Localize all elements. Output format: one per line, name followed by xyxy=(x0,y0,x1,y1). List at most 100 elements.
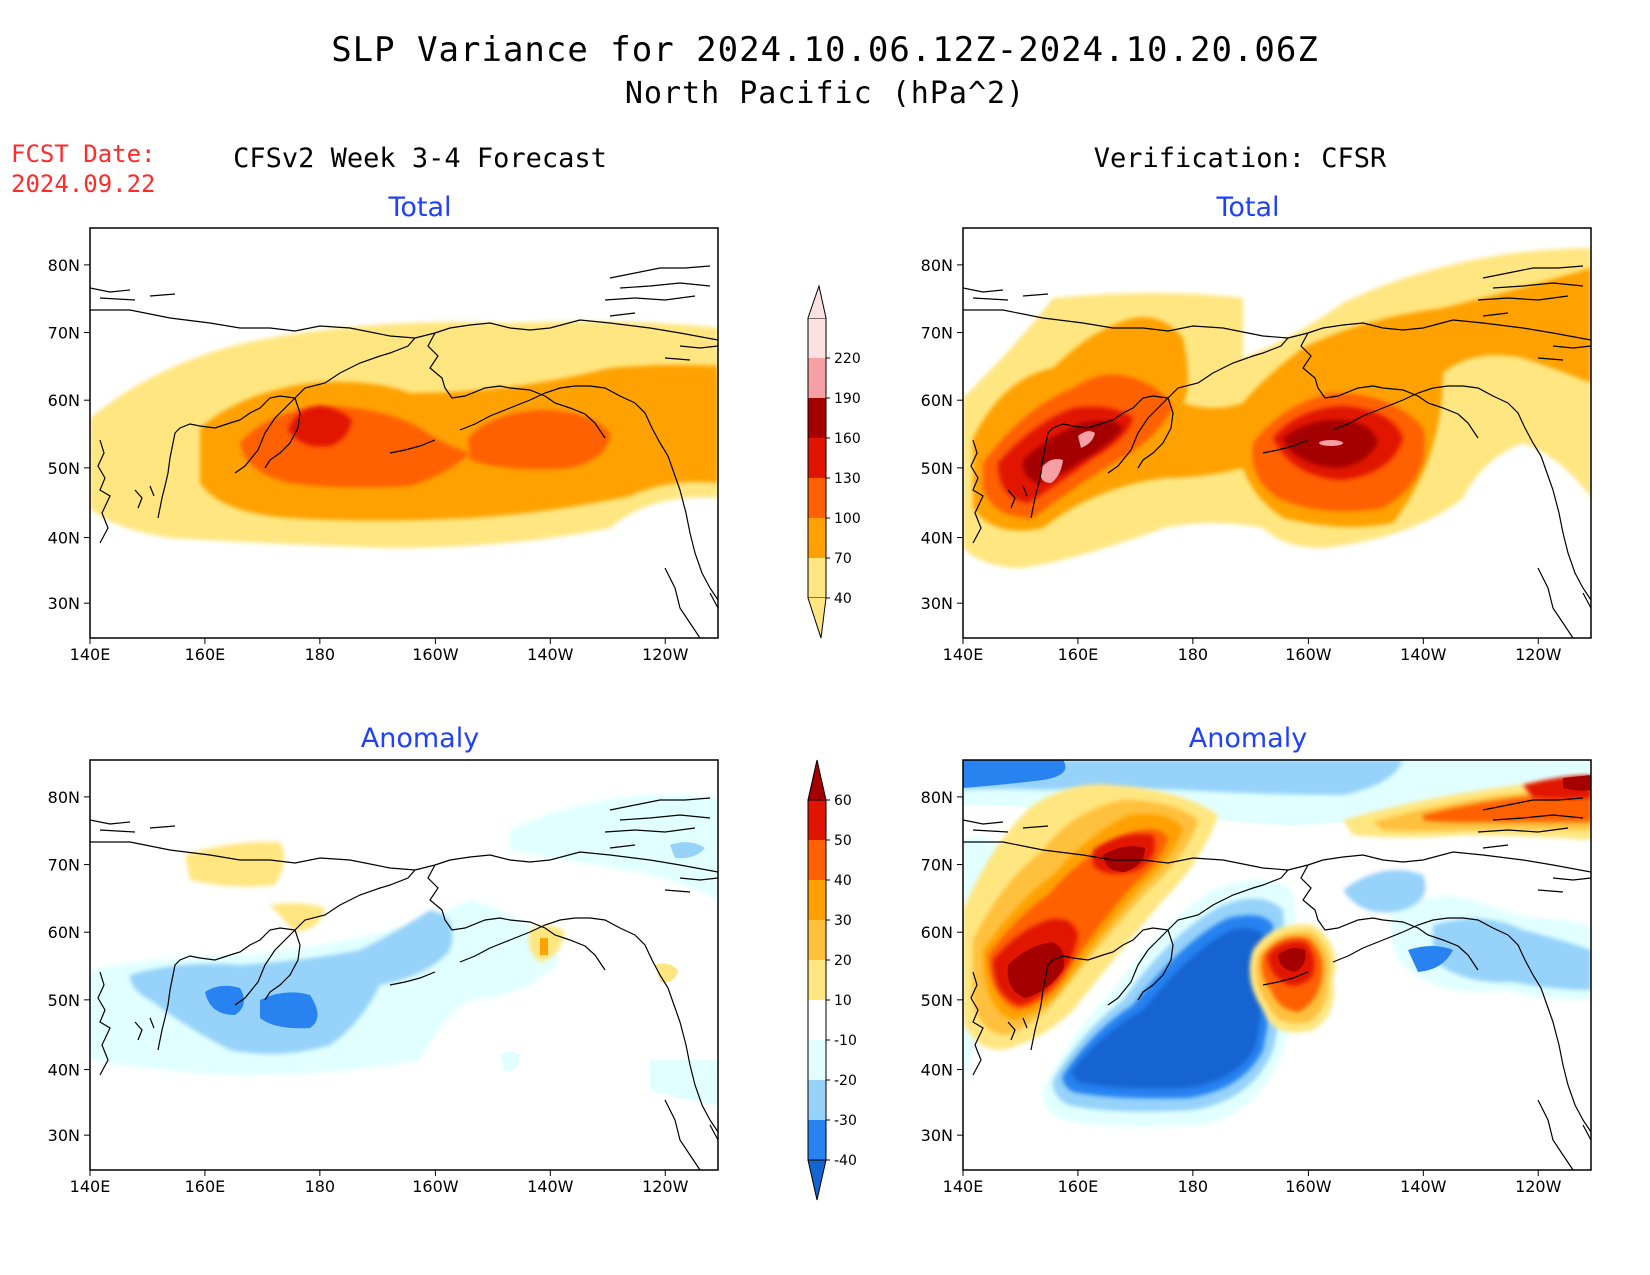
lon-label: 160E xyxy=(185,1177,226,1196)
colorbar-swatch xyxy=(808,478,826,518)
lon-label: 140E xyxy=(943,645,984,664)
colorbar-label: -20 xyxy=(834,1073,857,1089)
colorbar-label: -30 xyxy=(834,1113,857,1129)
lon-label: 140W xyxy=(1400,1177,1447,1196)
lat-label: 70N xyxy=(48,856,80,875)
colorbar-swatch xyxy=(808,1080,826,1120)
verification-anomaly-field xyxy=(963,760,1591,1170)
lon-label: 140E xyxy=(943,1177,984,1196)
colorbar-label: 160 xyxy=(834,431,861,447)
verification-total-title: Total xyxy=(1216,192,1280,223)
forecast-total-title: Total xyxy=(388,192,452,223)
colorbar-label: 40 xyxy=(834,591,852,607)
lon-label: 180 xyxy=(305,1177,336,1196)
lon-label: 180 xyxy=(1178,1177,1209,1196)
colorbar-swatch xyxy=(808,800,826,840)
lat-label: 70N xyxy=(921,856,953,875)
lon-label: 180 xyxy=(305,645,336,664)
lat-label: 80N xyxy=(48,788,80,807)
lon-label: 160E xyxy=(185,645,226,664)
colorbar-swatch xyxy=(808,960,826,1000)
colorbar-label: 50 xyxy=(834,833,852,849)
lon-label: 160W xyxy=(1285,1177,1332,1196)
colorbar-bottom-arrow xyxy=(807,597,827,639)
frame xyxy=(89,759,719,1171)
colorbar-top-arrow xyxy=(807,284,827,319)
lon-label: 160E xyxy=(1058,1177,1099,1196)
lon-label: 140E xyxy=(70,1177,111,1196)
lat-label: 50N xyxy=(48,459,80,478)
colorbar-swatch xyxy=(808,398,826,438)
verification-anomaly-map xyxy=(962,759,1592,1171)
colorbar-label: 220 xyxy=(834,351,861,367)
lon-label: 160W xyxy=(412,1177,459,1196)
lat-label: 60N xyxy=(921,391,953,410)
colorbar-swatch xyxy=(808,438,826,478)
fcst-date-value: 2024.09.22 xyxy=(11,170,156,198)
lon-label: 140W xyxy=(1400,645,1447,664)
lon-label: 140W xyxy=(527,1177,574,1196)
colorbar-label: 130 xyxy=(834,471,861,487)
verification-total-map xyxy=(962,227,1592,639)
lat-label: 40N xyxy=(48,529,80,548)
lat-label: 70N xyxy=(48,324,80,343)
colorbar-bottom-arrow xyxy=(807,1159,827,1201)
lat-label: 40N xyxy=(48,1061,80,1080)
colorbar-label: -40 xyxy=(834,1153,857,1169)
lon-label: 140W xyxy=(527,645,574,664)
lat-label: 30N xyxy=(48,594,80,613)
total-colorbar: 40 70 100 130 160 190 220 xyxy=(807,284,861,639)
colorbar-label: 10 xyxy=(834,993,852,1009)
lat-label: 60N xyxy=(921,923,953,942)
colorbar-swatch xyxy=(808,880,826,920)
verification-total-field xyxy=(963,228,1591,638)
verification-anomaly-title: Anomaly xyxy=(1188,723,1308,754)
lon-label: 160E xyxy=(1058,645,1099,664)
colorbar-swatch xyxy=(808,558,826,598)
lat-label: 60N xyxy=(48,923,80,942)
lat-label: 50N xyxy=(921,459,953,478)
colorbar-label: 20 xyxy=(834,953,852,969)
colorbar-swatch xyxy=(808,1120,826,1160)
frame xyxy=(962,759,1592,1171)
colorbar-swatch xyxy=(808,840,826,880)
lat-label: 50N xyxy=(48,991,80,1010)
fcst-date-label: FCST Date: xyxy=(11,140,156,168)
lon-label: 120W xyxy=(1515,1177,1562,1196)
sub-title: North Pacific (hPa^2) xyxy=(624,76,1026,111)
colorbar-swatch xyxy=(808,518,826,558)
frame xyxy=(962,227,1592,639)
colorbar-swatch xyxy=(808,318,826,358)
colorbar-label: 70 xyxy=(834,551,852,567)
lon-label: 120W xyxy=(642,1177,689,1196)
colorbar-swatch xyxy=(808,1040,826,1080)
lat-label: 80N xyxy=(921,788,953,807)
colorbar-swatch xyxy=(808,1000,826,1040)
colorbar-swatch xyxy=(808,920,826,960)
lat-label: 30N xyxy=(921,594,953,613)
frame xyxy=(89,227,719,639)
lat-label: 70N xyxy=(921,324,953,343)
forecast-total-map xyxy=(89,227,719,639)
colorbar-label: 30 xyxy=(834,913,852,929)
lon-label: 160W xyxy=(1285,645,1332,664)
lon-label: 160W xyxy=(412,645,459,664)
verification-column-title: Verification: CFSR xyxy=(1093,143,1387,174)
colorbar-label: 190 xyxy=(834,391,861,407)
forecast-anomaly-field xyxy=(90,760,718,1170)
lat-label: 50N xyxy=(921,991,953,1010)
lon-label: 120W xyxy=(1515,645,1562,664)
forecast-anomaly-title: Anomaly xyxy=(360,723,480,754)
lat-label: 80N xyxy=(48,256,80,275)
lon-label: 120W xyxy=(642,645,689,664)
lat-label: 40N xyxy=(921,529,953,548)
forecast-total-field xyxy=(90,228,718,638)
anomaly-colorbar: -40 -30 -20 -10 10 20 30 40 50 60 xyxy=(807,759,857,1201)
colorbar-label: 40 xyxy=(834,873,852,889)
lon-label: 140E xyxy=(70,645,111,664)
colorbar-label: 60 xyxy=(834,793,852,809)
lat-label: 40N xyxy=(921,1061,953,1080)
colorbar-swatch xyxy=(808,358,826,398)
colorbar-label: 100 xyxy=(834,511,861,527)
